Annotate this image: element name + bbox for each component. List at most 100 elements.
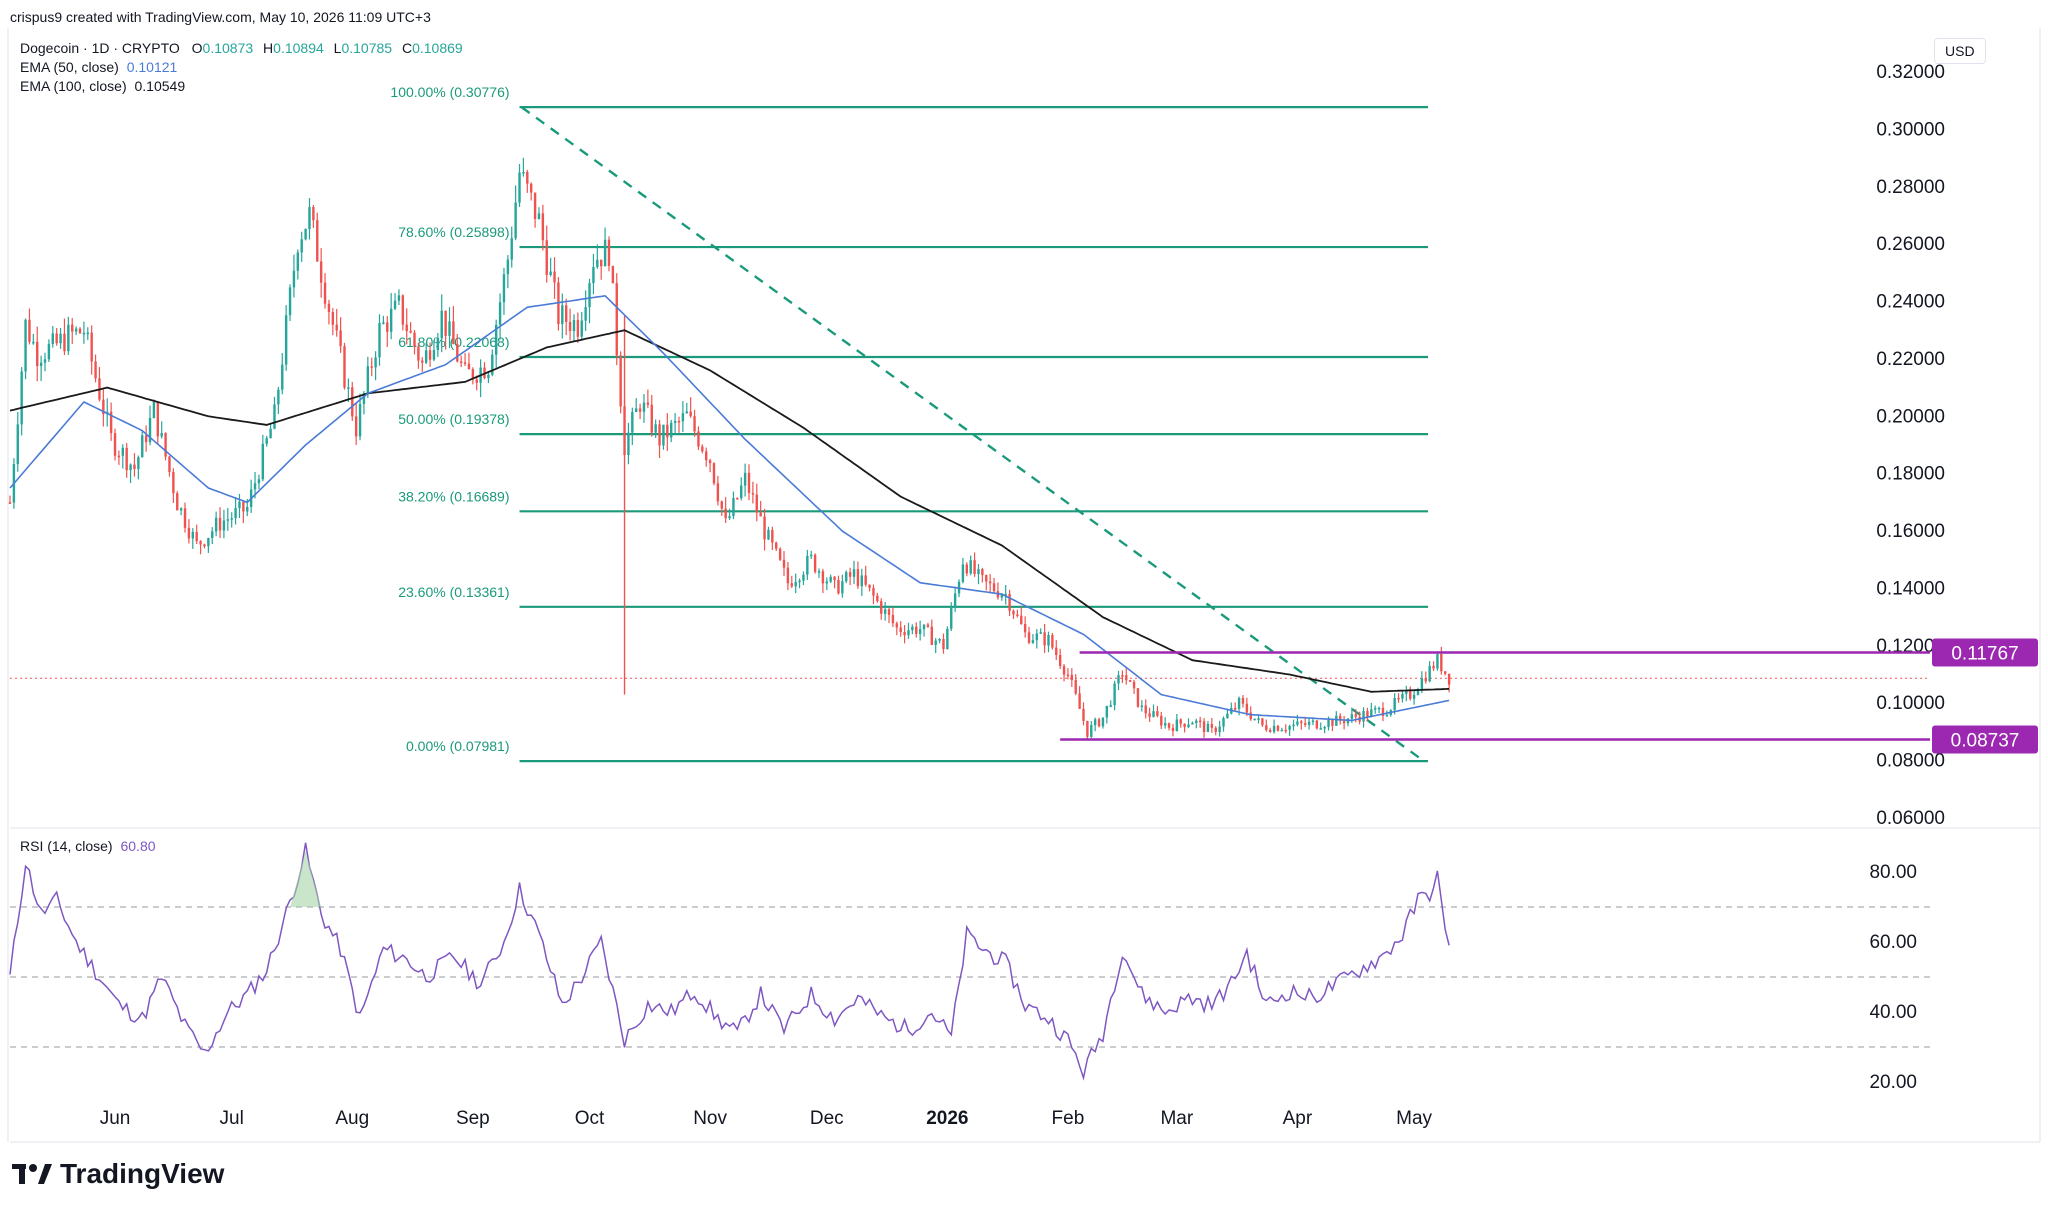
candle-body <box>1335 715 1338 726</box>
fib-trend-line <box>520 106 1425 763</box>
candle-body <box>300 239 303 253</box>
candle-body <box>1187 724 1190 728</box>
candle-body <box>195 531 198 542</box>
candle-body <box>813 554 817 572</box>
range-price-label: 0.08737 <box>1951 730 2020 751</box>
price-tick-label: 0.14000 <box>1876 578 1945 599</box>
low-label: L <box>333 40 342 56</box>
candle-body <box>611 265 615 284</box>
candle-body <box>319 261 323 283</box>
candle-body <box>487 374 490 379</box>
time-tick-label: Sep <box>456 1108 490 1129</box>
candle-body <box>432 350 436 360</box>
price-tick-label: 0.22000 <box>1876 349 1945 370</box>
high-label: H <box>263 40 274 56</box>
candle-body <box>627 432 630 455</box>
time-tick-label: Dec <box>810 1108 844 1129</box>
candle-body <box>183 508 187 528</box>
candle-body <box>51 333 54 344</box>
candle-body <box>1432 665 1435 669</box>
candle-body <box>852 569 856 577</box>
candle-body <box>1397 697 1400 700</box>
candle-body <box>790 583 793 587</box>
candle-body <box>876 595 879 602</box>
candle-body <box>1090 725 1093 737</box>
candle-body <box>537 213 541 220</box>
candle-body <box>141 435 144 458</box>
candle-body <box>211 531 214 538</box>
currency-button[interactable]: USD <box>1934 38 1986 64</box>
candle-body <box>1428 665 1431 682</box>
candle-body <box>673 420 677 423</box>
candle-body <box>242 501 245 512</box>
candle-body <box>662 424 665 446</box>
candle-body <box>187 527 191 539</box>
candle-body <box>985 575 988 582</box>
candle-body <box>176 493 179 511</box>
candle-body <box>133 464 136 469</box>
rsi-label: RSI (14, close) <box>20 838 113 854</box>
symbol-label: Dogecoin · 1D · CRYPTO <box>20 40 180 56</box>
candle-body <box>1183 723 1186 728</box>
candle-body <box>366 366 370 393</box>
candle-body <box>1338 715 1342 721</box>
candle-body <box>561 305 564 325</box>
candle-body <box>841 581 844 594</box>
candle-body <box>401 295 405 325</box>
time-tick-label: Feb <box>1052 1108 1085 1129</box>
candle-body <box>728 516 731 519</box>
candle-body <box>950 606 953 629</box>
candle-body <box>448 321 451 336</box>
candle-body <box>389 308 393 332</box>
candle-body <box>467 363 471 370</box>
candle-body <box>1175 719 1179 732</box>
tradingview-logo[interactable]: TradingView <box>12 1158 224 1190</box>
candle-body <box>168 456 171 473</box>
candle-body <box>638 408 642 412</box>
candle-body <box>981 569 984 576</box>
open-value: 0.10873 <box>202 40 254 56</box>
candle-body <box>588 283 591 308</box>
candle-body <box>370 366 373 368</box>
candle-body <box>549 271 552 275</box>
candle-body <box>1132 681 1136 689</box>
candle-body <box>71 324 74 332</box>
candle-body <box>961 564 965 582</box>
candle-body <box>269 428 272 439</box>
candle-body <box>553 271 556 283</box>
candle-body <box>172 472 175 494</box>
candle-body <box>518 172 521 203</box>
candle-body <box>568 321 572 331</box>
candle-body <box>1074 680 1077 694</box>
candle-body <box>1237 697 1241 709</box>
candle-body <box>1354 714 1357 717</box>
candle-body <box>806 555 809 575</box>
candle-body <box>615 283 618 356</box>
candle-body <box>1218 726 1221 733</box>
candle-body <box>1086 720 1089 737</box>
candle-body <box>1405 691 1408 694</box>
candle-body <box>666 424 669 438</box>
candle-body <box>199 541 202 545</box>
candle-body <box>421 360 424 363</box>
candle-body <box>1097 719 1101 727</box>
price-tick-label: 0.08000 <box>1876 751 1945 772</box>
candle-body <box>545 240 548 275</box>
candle-body <box>915 626 918 634</box>
candle-body <box>494 324 498 355</box>
candle-body <box>701 446 704 452</box>
candle-body <box>374 357 377 368</box>
candle-body <box>564 305 568 322</box>
candle-body <box>619 355 622 407</box>
price-tick-label: 0.06000 <box>1876 808 1945 829</box>
candle-body <box>491 354 494 375</box>
candle-body <box>1280 729 1284 732</box>
candle-body <box>829 576 832 582</box>
candle-body <box>230 518 233 520</box>
candle-body <box>456 343 459 362</box>
candle-body <box>1167 723 1171 728</box>
candle-body <box>887 609 891 615</box>
candle-body <box>222 520 226 531</box>
candle-body <box>1241 697 1245 704</box>
candle-body <box>934 640 937 645</box>
